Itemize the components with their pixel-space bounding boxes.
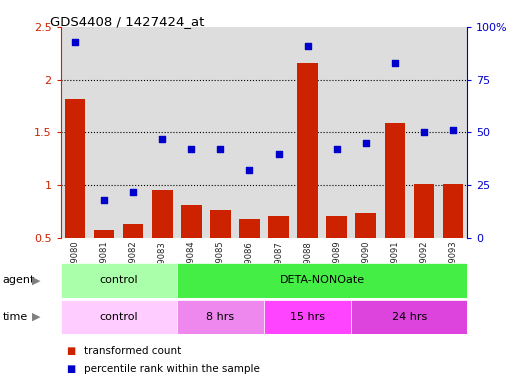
Bar <box>409 27 438 238</box>
Text: ■: ■ <box>66 346 76 356</box>
Bar <box>177 27 206 238</box>
Bar <box>413 184 434 238</box>
Point <box>187 146 196 152</box>
Point <box>100 197 109 203</box>
Text: percentile rank within the sample: percentile rank within the sample <box>84 364 260 374</box>
Text: GDS4408 / 1427424_at: GDS4408 / 1427424_at <box>50 15 204 28</box>
Bar <box>264 27 293 238</box>
Bar <box>239 219 260 238</box>
Text: ▶: ▶ <box>32 275 40 285</box>
Bar <box>181 205 202 238</box>
Bar <box>94 230 115 238</box>
Point <box>449 127 457 134</box>
Bar <box>152 190 173 238</box>
Text: ■: ■ <box>66 364 76 374</box>
Bar <box>297 63 318 238</box>
Bar <box>61 263 177 298</box>
Bar <box>438 27 467 238</box>
Bar <box>206 27 235 238</box>
Bar <box>210 210 231 238</box>
Bar <box>355 213 376 238</box>
Bar <box>380 27 409 238</box>
Bar <box>384 123 405 238</box>
Point <box>158 136 167 142</box>
Point <box>216 146 225 152</box>
Bar <box>268 216 289 238</box>
Bar <box>351 27 380 238</box>
Point <box>420 129 428 136</box>
Bar <box>293 27 322 238</box>
Point <box>71 39 80 45</box>
Bar <box>177 300 264 334</box>
Text: 8 hrs: 8 hrs <box>206 312 234 322</box>
Point <box>391 60 399 66</box>
Bar <box>326 216 347 238</box>
Point <box>245 167 254 174</box>
Text: agent: agent <box>3 275 35 285</box>
Bar <box>442 184 463 238</box>
Bar <box>61 27 90 238</box>
Bar <box>177 263 467 298</box>
Point <box>275 151 283 157</box>
Bar <box>148 27 177 238</box>
Text: transformed count: transformed count <box>84 346 182 356</box>
Bar <box>351 300 467 334</box>
Text: 24 hrs: 24 hrs <box>392 312 427 322</box>
Point <box>333 146 341 152</box>
Bar <box>65 99 86 238</box>
Text: DETA-NONOate: DETA-NONOate <box>279 275 365 285</box>
Text: time: time <box>3 312 28 322</box>
Text: control: control <box>99 312 138 322</box>
Point <box>303 43 312 49</box>
Text: 15 hrs: 15 hrs <box>290 312 325 322</box>
Bar <box>123 224 144 238</box>
Point <box>129 189 137 195</box>
Point <box>361 140 370 146</box>
Bar <box>322 27 351 238</box>
Bar <box>264 300 351 334</box>
Text: ▶: ▶ <box>32 312 40 322</box>
Bar <box>235 27 264 238</box>
Text: control: control <box>99 275 138 285</box>
Bar <box>90 27 119 238</box>
Bar <box>119 27 148 238</box>
Bar <box>61 300 177 334</box>
